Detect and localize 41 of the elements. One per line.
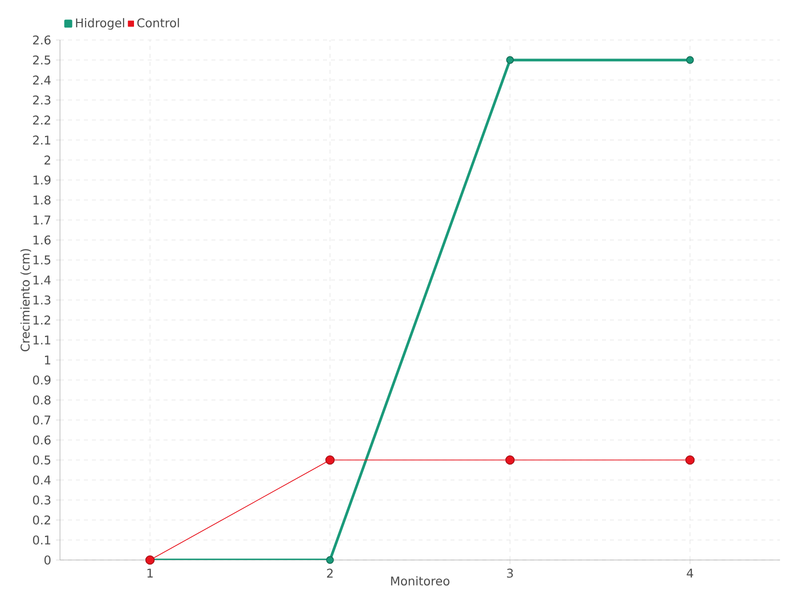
y-tick-label: 0.8	[33, 395, 50, 405]
y-tick-label: 0	[44, 555, 51, 565]
y-tick-label: 1.6	[34, 235, 51, 245]
y-tick-label: 0.6	[33, 435, 51, 445]
y-tick-label: 0.9	[33, 375, 50, 385]
y-tick-label: 1	[44, 356, 50, 364]
point	[506, 56, 514, 64]
y-tick-label: 1.9	[34, 175, 50, 185]
y-tick-label: 1.5	[34, 256, 50, 264]
y-tick-label: 1.1	[34, 336, 50, 344]
y-tick-label: 0.3	[33, 495, 50, 505]
y-tick-label: 2.6	[33, 35, 51, 45]
y-tick-label: 1.4	[34, 276, 51, 284]
point	[326, 556, 334, 564]
point	[685, 455, 695, 465]
y-tick-label: 0.7	[33, 415, 50, 425]
y-tick-label: 0.2	[33, 515, 50, 525]
x-tick-label: 3	[507, 568, 513, 578]
x-tick-label: 2	[327, 568, 333, 578]
legend-label: Control	[137, 18, 179, 28]
y-tick-label: 1.8	[34, 195, 50, 205]
y-tick-label: 1.3	[34, 295, 50, 305]
point	[686, 56, 694, 64]
y-tick-label: 2.5	[33, 55, 50, 65]
y-tick-label: 2.1	[33, 136, 50, 144]
point	[505, 455, 515, 465]
point	[325, 455, 335, 465]
y-tick-label: 1.2	[34, 316, 50, 324]
y-axis-title: Crecimiento (cm)	[20, 249, 32, 352]
y-tick-label: 1.7	[34, 216, 50, 224]
legend-label: Hidrogel	[76, 18, 124, 30]
y-tick-label: 2.3	[33, 95, 50, 105]
y-tick-label: 0.4	[33, 475, 51, 485]
y-tick-label: 2	[44, 156, 50, 164]
y-tick-label: 2.4	[33, 76, 51, 84]
y-tick-label: 2.2	[33, 116, 50, 124]
x-axis-title: Monitoreo	[391, 576, 450, 586]
x-tick-label: 1	[147, 568, 153, 578]
y-tick-label: 0.1	[33, 535, 50, 545]
x-tick-label: 4	[686, 568, 694, 578]
y-tick-label: 0.5	[33, 455, 50, 465]
